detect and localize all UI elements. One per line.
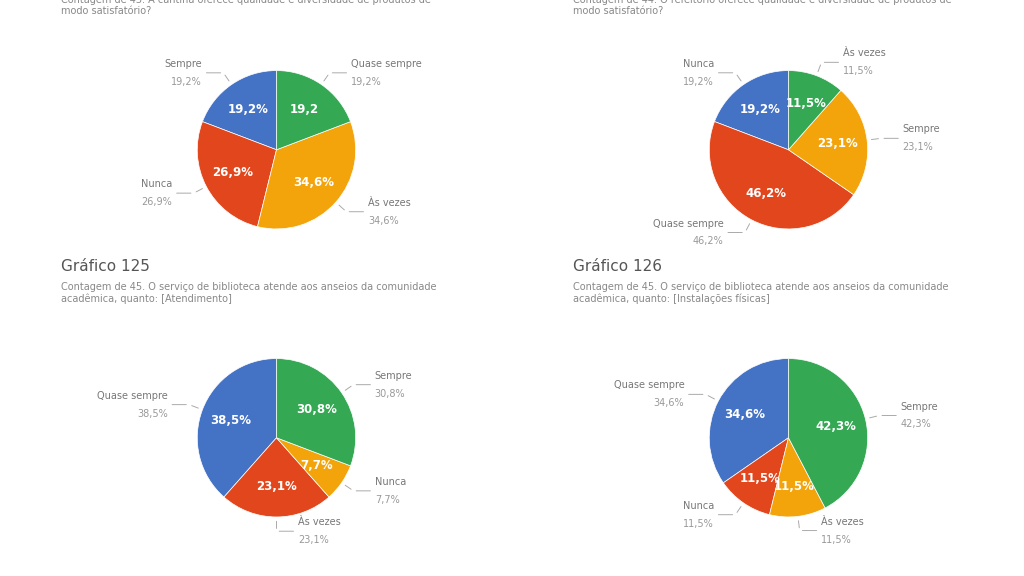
Text: 11,5%: 11,5% bbox=[740, 472, 781, 484]
Text: 19,2%: 19,2% bbox=[171, 77, 202, 87]
Text: 34,6%: 34,6% bbox=[653, 399, 684, 408]
Wedge shape bbox=[723, 438, 788, 514]
Wedge shape bbox=[769, 438, 825, 517]
Text: 42,3%: 42,3% bbox=[901, 419, 932, 430]
Text: 7,7%: 7,7% bbox=[375, 495, 399, 505]
Text: Nunca: Nunca bbox=[375, 477, 407, 487]
Text: Contagem de 43. A cantina oferece qualidade e diversidade de produtos de
modo sa: Contagem de 43. A cantina oferece qualid… bbox=[61, 0, 431, 16]
Text: 46,2%: 46,2% bbox=[693, 237, 724, 247]
Wedge shape bbox=[788, 70, 841, 150]
Text: Sempre: Sempre bbox=[165, 59, 202, 69]
Wedge shape bbox=[276, 70, 350, 150]
Text: Quase sempre: Quase sempre bbox=[351, 59, 422, 69]
Text: 34,6%: 34,6% bbox=[293, 176, 334, 189]
Text: Às vezes: Às vezes bbox=[298, 517, 341, 527]
Wedge shape bbox=[257, 122, 355, 229]
Text: 26,9%: 26,9% bbox=[141, 197, 172, 207]
Text: 38,5%: 38,5% bbox=[210, 414, 251, 427]
Text: 23,1%: 23,1% bbox=[817, 137, 857, 150]
Wedge shape bbox=[710, 358, 788, 483]
Text: 46,2%: 46,2% bbox=[745, 187, 786, 200]
Text: 11,5%: 11,5% bbox=[683, 518, 714, 529]
Text: 19,2: 19,2 bbox=[290, 103, 318, 116]
Wedge shape bbox=[224, 438, 329, 517]
Text: 23,1%: 23,1% bbox=[256, 480, 297, 494]
Text: 38,5%: 38,5% bbox=[137, 408, 168, 419]
Text: Nunca: Nunca bbox=[683, 59, 714, 69]
Wedge shape bbox=[715, 70, 788, 150]
Wedge shape bbox=[710, 122, 854, 229]
Text: Contagem de 45. O serviço de biblioteca atende aos anseios da comunidade
acadêmi: Contagem de 45. O serviço de biblioteca … bbox=[573, 282, 949, 304]
Text: Gráfico 125: Gráfico 125 bbox=[61, 259, 151, 274]
Text: 26,9%: 26,9% bbox=[213, 166, 254, 179]
Text: Contagem de 45. O serviço de biblioteca atende aos anseios da comunidade
acadêmi: Contagem de 45. O serviço de biblioteca … bbox=[61, 282, 437, 304]
Text: Contagem de 44. O refeitório oferece qualidade e diversidade de produtos de
modo: Contagem de 44. O refeitório oferece qua… bbox=[573, 0, 952, 16]
Text: 34,6%: 34,6% bbox=[725, 408, 766, 422]
Wedge shape bbox=[276, 358, 355, 466]
Text: 42,3%: 42,3% bbox=[816, 419, 857, 433]
Text: 11,5%: 11,5% bbox=[821, 535, 852, 544]
Text: 19,2%: 19,2% bbox=[683, 77, 714, 87]
Wedge shape bbox=[276, 438, 350, 497]
Text: Gráfico 126: Gráfico 126 bbox=[573, 259, 663, 274]
Text: 23,1%: 23,1% bbox=[298, 535, 329, 545]
Text: Às vezes: Às vezes bbox=[843, 48, 886, 58]
Text: 19,2%: 19,2% bbox=[228, 103, 269, 116]
Wedge shape bbox=[788, 90, 867, 195]
Text: Sempre: Sempre bbox=[375, 371, 413, 381]
Text: Quase sempre: Quase sempre bbox=[97, 391, 168, 401]
Text: Às vezes: Às vezes bbox=[368, 198, 411, 208]
Wedge shape bbox=[198, 358, 276, 497]
Text: 7,7%: 7,7% bbox=[301, 459, 333, 472]
Text: 11,5%: 11,5% bbox=[774, 480, 815, 493]
Text: 11,5%: 11,5% bbox=[785, 97, 826, 111]
Text: Quase sempre: Quase sempre bbox=[613, 380, 684, 391]
Text: 19,2%: 19,2% bbox=[351, 77, 382, 87]
Text: 11,5%: 11,5% bbox=[843, 66, 873, 76]
Text: Sempre: Sempre bbox=[902, 124, 940, 134]
Text: Às vezes: Às vezes bbox=[821, 517, 864, 526]
Text: 34,6%: 34,6% bbox=[368, 215, 398, 226]
Wedge shape bbox=[788, 358, 867, 508]
Text: Nunca: Nunca bbox=[141, 179, 172, 189]
Text: 23,1%: 23,1% bbox=[902, 142, 933, 152]
Text: 30,8%: 30,8% bbox=[297, 403, 337, 416]
Text: Quase sempre: Quase sempre bbox=[653, 218, 724, 229]
Text: 19,2%: 19,2% bbox=[740, 103, 781, 116]
Wedge shape bbox=[203, 70, 276, 150]
Text: 30,8%: 30,8% bbox=[375, 389, 406, 399]
Text: Nunca: Nunca bbox=[683, 501, 714, 511]
Text: Sempre: Sempre bbox=[901, 401, 938, 411]
Wedge shape bbox=[198, 122, 276, 226]
